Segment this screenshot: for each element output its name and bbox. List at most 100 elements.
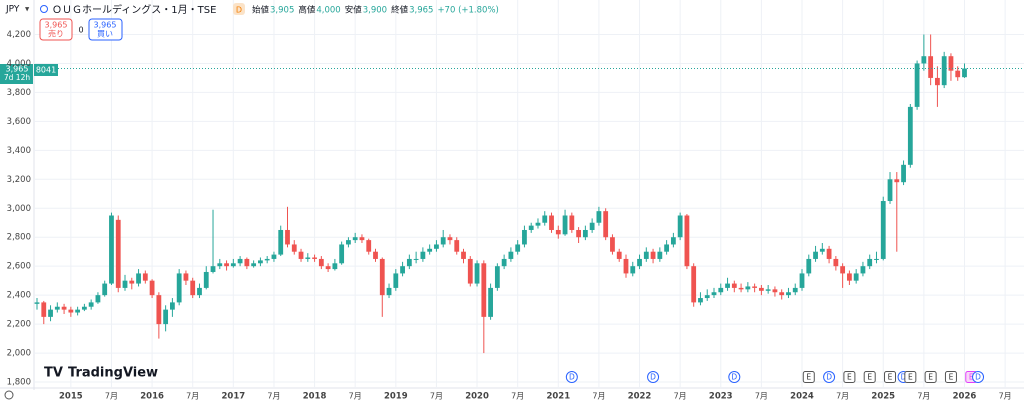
candle-body: [81, 306, 87, 310]
event-dividend: [728, 371, 741, 383]
candle-body: [285, 229, 290, 245]
candle-body: [860, 266, 866, 274]
candle-body: [887, 179, 893, 202]
candle-body: [935, 77, 940, 86]
countdown: 7d 12h: [4, 73, 30, 82]
candle-body: [731, 283, 737, 288]
readout-label: 終値: [391, 5, 409, 16]
candle-body: [738, 287, 744, 290]
candle-body: [352, 237, 358, 241]
y-tick-label: 4,200: [7, 30, 31, 40]
candle-body: [582, 229, 588, 238]
readout-value: 3,900: [363, 6, 387, 16]
candle-body: [677, 215, 683, 238]
buy-label: 買い: [97, 30, 113, 39]
candle-body: [664, 244, 670, 252]
candle-body: [440, 237, 446, 245]
candle-body: [948, 56, 954, 71]
buy-button[interactable]: [88, 18, 123, 41]
sell-button[interactable]: [39, 18, 73, 41]
event-label: D: [975, 373, 981, 382]
candle-body: [224, 263, 229, 267]
candle-body: [142, 273, 148, 281]
candle-body: [176, 273, 182, 303]
event-label: D: [650, 373, 656, 382]
candle-body: [48, 309, 53, 317]
candle-body: [95, 295, 101, 303]
x-tick-label: 7月: [674, 392, 687, 401]
candle-body: [867, 258, 873, 267]
x-tick-label: 7月: [592, 392, 605, 401]
candle-body: [271, 254, 277, 259]
code-label: 8041: [36, 66, 56, 75]
candle-body: [799, 273, 805, 288]
candle-body: [508, 251, 514, 259]
candle-body: [461, 251, 466, 259]
candle-body: [102, 283, 108, 296]
badge: D: [236, 6, 242, 15]
event-label: E: [949, 373, 954, 382]
symbol[interactable]: ＯＵＧホールディングス・1月・TSE: [52, 3, 216, 16]
x-tick-label: 2025: [871, 392, 895, 402]
event-dividend: [823, 371, 836, 383]
candle-body: [149, 280, 155, 296]
candle-body: [75, 309, 81, 313]
event-earnings: [944, 371, 957, 383]
candle-body: [210, 266, 216, 272]
candle-body: [68, 309, 74, 313]
candle-body: [406, 258, 412, 267]
candle-body: [562, 215, 568, 235]
event-earnings: [843, 371, 856, 383]
event-earnings: [884, 371, 897, 383]
candle-body: [427, 248, 433, 252]
y-tick-label: 3,400: [7, 146, 31, 156]
event-label: E: [867, 373, 872, 382]
buy-price: 3,965: [94, 21, 117, 30]
event-label: E: [806, 373, 811, 382]
event-label: E: [847, 373, 852, 382]
x-tick-label: 2022: [628, 392, 652, 402]
event-label: E: [908, 373, 913, 382]
candle-body: [792, 287, 798, 293]
readout-value: 4,000: [316, 6, 340, 16]
candle-body: [637, 258, 642, 267]
candle-body: [54, 306, 60, 310]
candle-body: [129, 280, 135, 284]
candle-body: [752, 286, 758, 288]
candle-body: [217, 263, 223, 267]
x-tick-label: 7月: [430, 392, 443, 401]
candle-body: [691, 266, 697, 303]
price-label-bg: [0, 64, 33, 84]
currency-caret[interactable]: ▾: [25, 5, 30, 15]
candle-body: [230, 263, 236, 267]
candle-body: [325, 266, 331, 270]
x-tick-label: 7月: [917, 392, 930, 401]
spread: 0: [78, 26, 83, 35]
candle-body: [928, 56, 934, 78]
candle-body: [535, 222, 541, 226]
currency[interactable]: JPY: [5, 5, 20, 15]
candle-body: [779, 292, 785, 296]
candle-body: [806, 258, 812, 274]
settings-icon[interactable]: [4, 390, 14, 400]
y-tick-label: 2,400: [7, 291, 31, 301]
candle-body: [955, 70, 961, 78]
sell-label: 売り: [48, 29, 64, 39]
candle-body: [332, 263, 338, 270]
candle-body: [711, 292, 717, 296]
candle-body: [610, 237, 615, 252]
sell-price: 3,965: [45, 21, 68, 30]
event-earnings: [904, 371, 917, 383]
candle-body: [941, 56, 947, 86]
candle-body: [156, 295, 162, 325]
candle-body: [765, 289, 771, 291]
x-tick-label: 7月: [267, 392, 280, 401]
y-tick-label: 3,600: [7, 117, 31, 127]
y-tick-label: 2,000: [7, 349, 31, 359]
candle-body: [251, 263, 257, 267]
event-label: D: [731, 373, 737, 382]
candle-body: [379, 258, 385, 296]
x-tick-label: 7月: [105, 392, 118, 401]
candle-body: [163, 309, 169, 325]
candle-body: [643, 251, 649, 259]
